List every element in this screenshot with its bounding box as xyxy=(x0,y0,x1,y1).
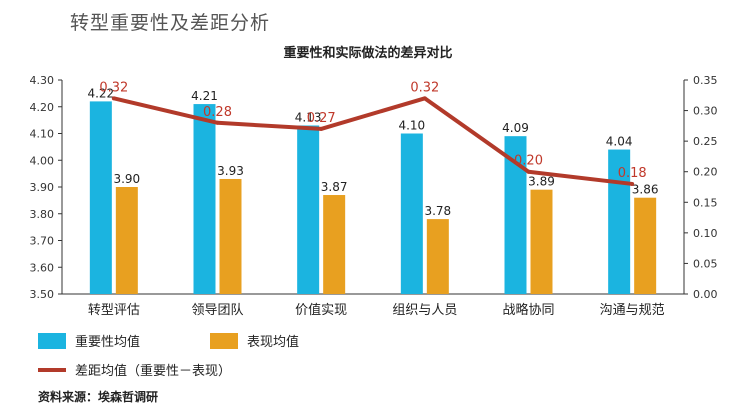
right-tick-label: 0.35 xyxy=(693,74,718,87)
category-label: 价值实现 xyxy=(295,302,347,318)
gap-label: 0.32 xyxy=(410,80,439,95)
performance-bar-label: 3.89 xyxy=(528,175,555,189)
importance-bar xyxy=(89,101,112,295)
right-tick-label: 0.20 xyxy=(693,166,718,179)
category-label: 沟通与规范 xyxy=(600,303,665,318)
right-tick-label: 0.25 xyxy=(693,135,718,148)
performance-bar xyxy=(634,197,657,294)
legend-importance-swatch xyxy=(38,333,66,349)
left-tick-label: 4.20 xyxy=(30,101,55,114)
left-tick-label: 4.00 xyxy=(30,154,55,167)
left-tick-label: 3.50 xyxy=(30,288,55,301)
page-heading: 转型重要性及差距分析 xyxy=(70,12,271,34)
gap-line xyxy=(113,96,633,186)
left-tick-label: 3.90 xyxy=(30,181,55,194)
importance-bar xyxy=(400,133,423,294)
importance-bar xyxy=(608,149,631,294)
gap-point xyxy=(319,126,324,131)
right-tick-label: 0.30 xyxy=(693,105,718,118)
importance-bar-label: 4.09 xyxy=(502,121,529,135)
category-label: 转型评估 xyxy=(88,303,140,318)
category-label: 组织与人员 xyxy=(392,303,457,318)
gap-point xyxy=(111,96,116,101)
performance-bar xyxy=(115,187,138,294)
left-tick-label: 3.70 xyxy=(30,235,55,248)
right-tick-label: 0.05 xyxy=(693,257,718,270)
importance-bar-label: 4.04 xyxy=(606,135,633,149)
importance-bar xyxy=(504,136,527,294)
left-tick-label: 4.10 xyxy=(30,128,55,141)
importance-bar-label: 4.22 xyxy=(87,86,114,100)
gap-label: 0.32 xyxy=(99,80,128,95)
gap-point xyxy=(215,120,220,125)
importance-bar xyxy=(297,125,320,294)
gap-point xyxy=(630,181,635,186)
right-tick-label: 0.00 xyxy=(693,288,718,301)
importance-bar-label: 4.21 xyxy=(191,89,218,103)
legend-performance-label: 表现均值 xyxy=(247,334,299,350)
importance-bar xyxy=(193,104,216,294)
chart-title: 重要性和实际做法的差异对比 xyxy=(283,46,453,61)
gap-label: 0.20 xyxy=(514,154,543,169)
performance-bar-label: 3.93 xyxy=(217,164,244,178)
gap-point xyxy=(526,169,531,174)
gap-label: 0.18 xyxy=(618,166,647,181)
legend-importance-label: 重要性均值 xyxy=(75,334,140,350)
gap-label: 0.28 xyxy=(203,105,232,120)
legend-performance-swatch xyxy=(210,333,238,349)
category-label: 战略协同 xyxy=(502,302,554,318)
performance-bar-label: 3.86 xyxy=(632,183,659,197)
left-tick-label: 3.60 xyxy=(30,261,55,274)
importance-bar-label: 4.13 xyxy=(295,110,322,124)
performance-bar-label: 3.78 xyxy=(424,204,451,218)
legend-gap-label: 差距均值（重要性－表现） xyxy=(75,363,231,379)
category-label: 领导团队 xyxy=(191,303,243,318)
left-tick-label: 4.30 xyxy=(30,74,55,87)
performance-bar-label: 3.87 xyxy=(321,180,348,194)
performance-bar xyxy=(323,195,346,294)
performance-bar xyxy=(530,189,553,294)
performance-bar-label: 3.90 xyxy=(113,172,140,186)
right-tick-label: 0.15 xyxy=(693,196,718,209)
gap-label: 0.27 xyxy=(307,111,336,126)
importance-bar-label: 4.10 xyxy=(398,119,425,133)
performance-bar xyxy=(219,178,242,294)
right-tick-label: 0.10 xyxy=(693,227,718,240)
performance-bar xyxy=(426,219,449,294)
gap-point xyxy=(422,96,427,101)
left-tick-label: 3.80 xyxy=(30,208,55,221)
source-note: 资料来源：埃森哲调研 xyxy=(38,390,159,404)
